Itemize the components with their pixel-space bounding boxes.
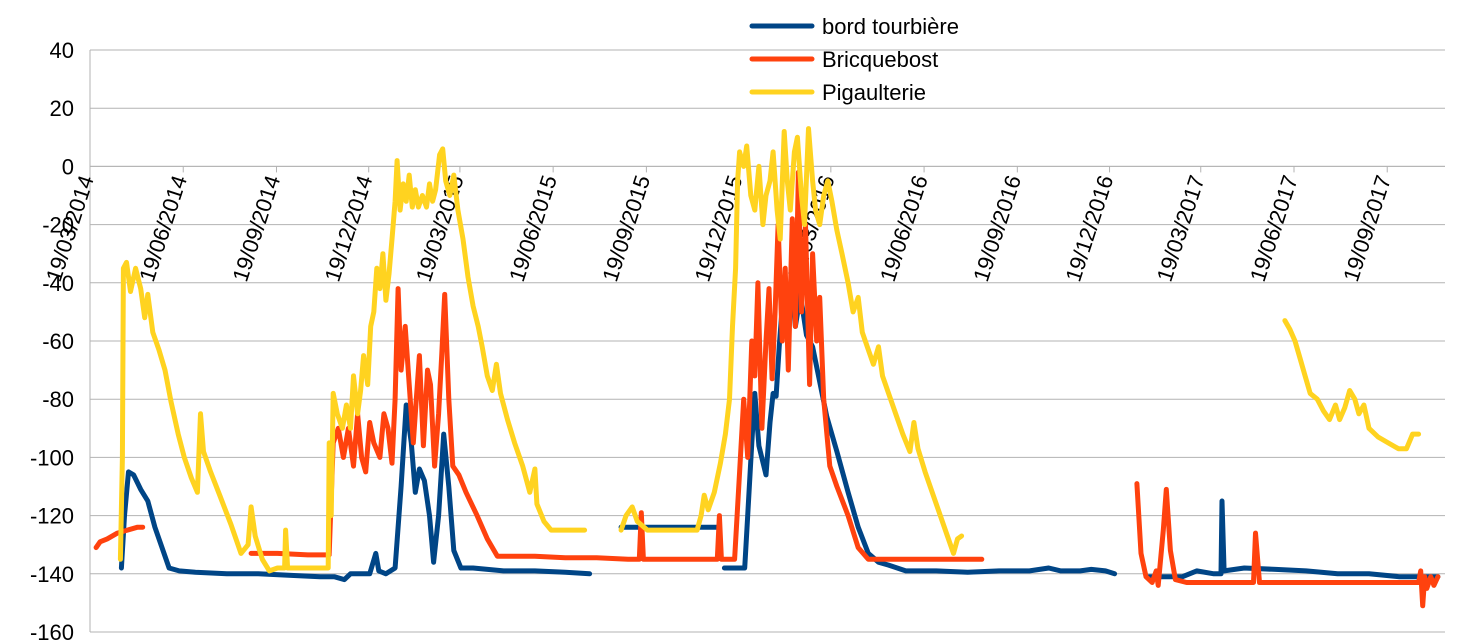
x-tick-label: 19/09/2015 [597, 172, 655, 284]
y-tick-label: 20 [50, 96, 74, 121]
y-tick-label: -100 [30, 445, 74, 470]
series-1 [93, 169, 1441, 609]
legend-label: Bricquebost [822, 47, 938, 72]
y-tick-label: -160 [30, 620, 74, 643]
series-0 [118, 277, 1441, 583]
series-line [248, 550, 332, 558]
x-tick-label: 19/06/2015 [504, 172, 562, 284]
x-axis: 19/03/2014 19/06/2014 19/09/2014 19/12/2014… [41, 165, 1445, 285]
series-line [1146, 498, 1441, 580]
x-tick-label: 19/12/2016 [1060, 172, 1118, 284]
series-line [118, 402, 593, 583]
y-tick-label: 40 [50, 38, 74, 63]
x-tick-label: 19/06/2014 [134, 172, 192, 284]
x-tick-label: 19/12/2014 [320, 172, 378, 284]
y-tick-label: -140 [30, 562, 74, 587]
y-tick-label: -60 [42, 329, 74, 354]
x-tick-label: 19/09/2017 [1338, 172, 1396, 284]
x-tick-label: 19/06/2017 [1245, 172, 1303, 284]
x-tick-label: 19/03/2017 [1152, 172, 1210, 284]
x-tick-label: 19/09/2016 [968, 172, 1026, 284]
series-line [721, 277, 1118, 577]
series-line [1134, 481, 1441, 609]
y-tick-label: -80 [42, 387, 74, 412]
series-line [1282, 318, 1422, 452]
y-tick-label: -40 [42, 271, 74, 296]
y-tick-label: -120 [30, 504, 74, 529]
series-2 [117, 126, 1422, 574]
y-axis: 40 20 0 -20 -40 -60 -80 -100 -120 -140 -160 [30, 38, 91, 643]
legend-label: Pigaulterie [822, 80, 926, 105]
legend-label: bord tourbière [822, 14, 959, 39]
series-line [618, 126, 965, 556]
x-tick-label: 19/09/2014 [227, 172, 285, 284]
series-line [93, 524, 146, 551]
y-tick-label: -20 [42, 213, 74, 238]
series-lines [93, 126, 1441, 609]
x-tick-label: 19/06/2016 [875, 172, 933, 284]
y-tick-label: 0 [62, 154, 74, 179]
legend: bord tourbière Bricquebost Pigaulterie [749, 14, 959, 105]
series-line [117, 146, 588, 574]
